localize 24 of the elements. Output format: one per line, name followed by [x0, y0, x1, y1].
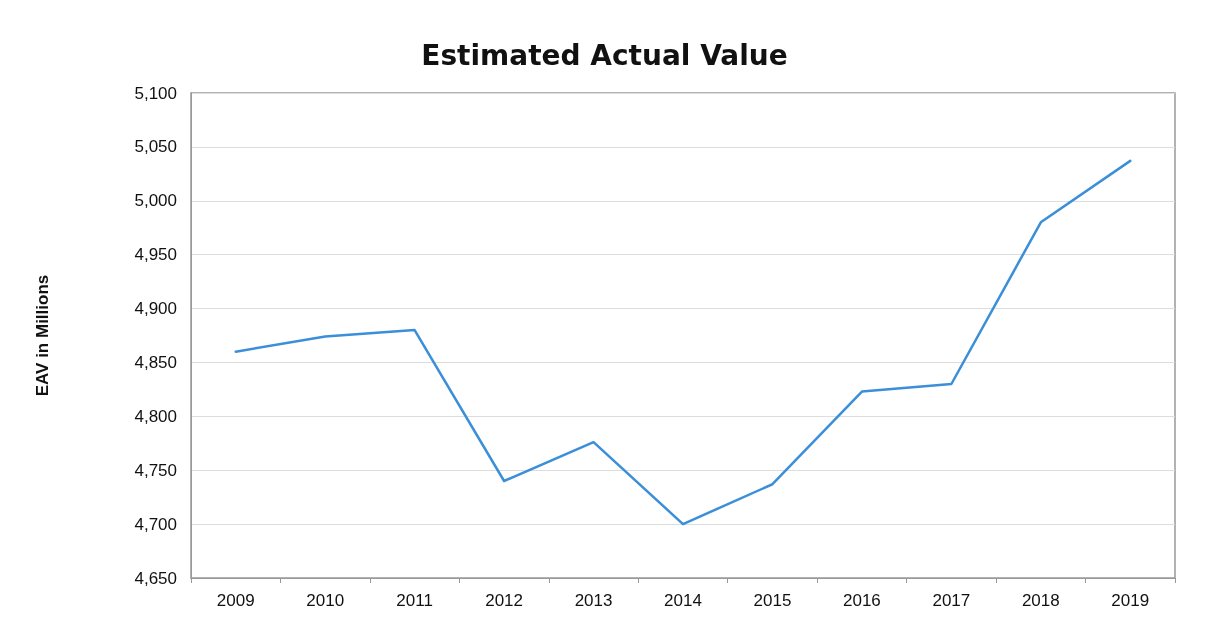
y-tick-label: 5,000	[134, 191, 177, 211]
x-tick-label: 2010	[306, 591, 345, 610]
x-tick-label: 2015	[753, 591, 792, 610]
line-series	[234, 159, 1132, 526]
y-tick-label: 4,900	[134, 299, 177, 319]
x-tick-label: 2019	[1111, 591, 1150, 610]
x-tick-label: 2011	[396, 591, 433, 610]
y-tick-label: 4,750	[134, 460, 177, 480]
y-tick-label: 4,950	[134, 245, 177, 265]
x-tick-label: 2014	[664, 591, 702, 610]
y-tick-label: 5,100	[134, 83, 177, 103]
chart-title: Estimated Actual Value	[421, 38, 788, 72]
y-tick-label: 4,650	[134, 568, 177, 588]
y-tick-label: 4,800	[134, 406, 177, 426]
x-tick-label: 2013	[574, 591, 613, 610]
x-tick-label: 2012	[485, 591, 524, 610]
x-tick-label: 2009	[216, 591, 255, 610]
x-tick-label: 2017	[932, 591, 971, 610]
x-tick-label: 2016	[843, 591, 881, 610]
y-tick-label: 4,850	[134, 352, 177, 372]
x-tick-label: 2018	[1021, 591, 1060, 610]
y-tick-label: 4,700	[134, 514, 177, 534]
y-axis-title: EAV in Millions	[33, 274, 52, 397]
y-tick-label: 5,050	[134, 137, 177, 157]
